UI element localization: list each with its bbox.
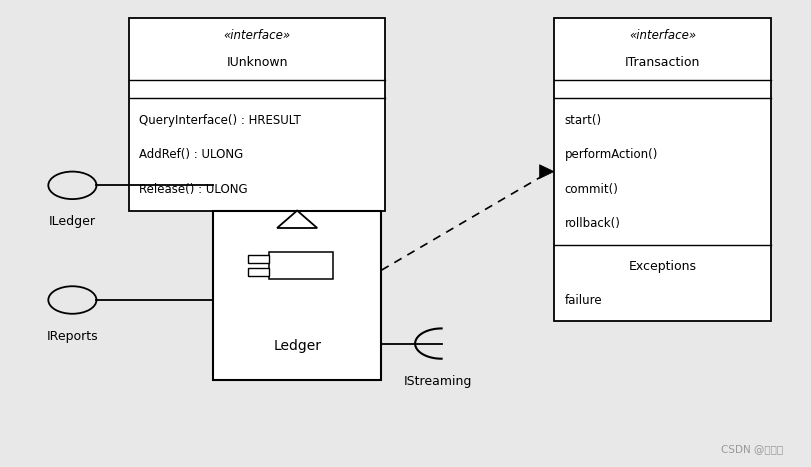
Text: Exceptions: Exceptions <box>629 260 697 273</box>
Polygon shape <box>277 211 317 228</box>
Text: ITransaction: ITransaction <box>624 56 700 69</box>
Text: start(): start() <box>564 113 602 127</box>
Polygon shape <box>539 165 554 178</box>
Text: IStreaming: IStreaming <box>403 375 472 388</box>
Text: QueryInterface() : HRESULT: QueryInterface() : HRESULT <box>139 113 301 127</box>
Bar <box>212 211 381 380</box>
Text: Release() : ULONG: Release() : ULONG <box>139 183 247 196</box>
Text: Ledger: Ledger <box>273 339 321 353</box>
Text: IUnknown: IUnknown <box>226 56 288 69</box>
Text: ILedger: ILedger <box>49 215 96 228</box>
Bar <box>248 268 269 276</box>
Text: AddRef() : ULONG: AddRef() : ULONG <box>139 149 243 161</box>
Text: commit(): commit() <box>564 183 618 196</box>
Text: rollback(): rollback() <box>564 218 620 231</box>
Text: failure: failure <box>564 294 602 307</box>
Bar <box>129 18 385 211</box>
Bar <box>248 255 269 263</box>
Text: CSDN @宜晨光: CSDN @宜晨光 <box>721 444 783 453</box>
Text: performAction(): performAction() <box>564 148 658 161</box>
Text: «interface»: «interface» <box>224 29 290 42</box>
Text: IReports: IReports <box>46 330 98 343</box>
Text: «interface»: «interface» <box>629 29 696 42</box>
Bar <box>554 18 770 321</box>
Bar <box>269 252 333 279</box>
